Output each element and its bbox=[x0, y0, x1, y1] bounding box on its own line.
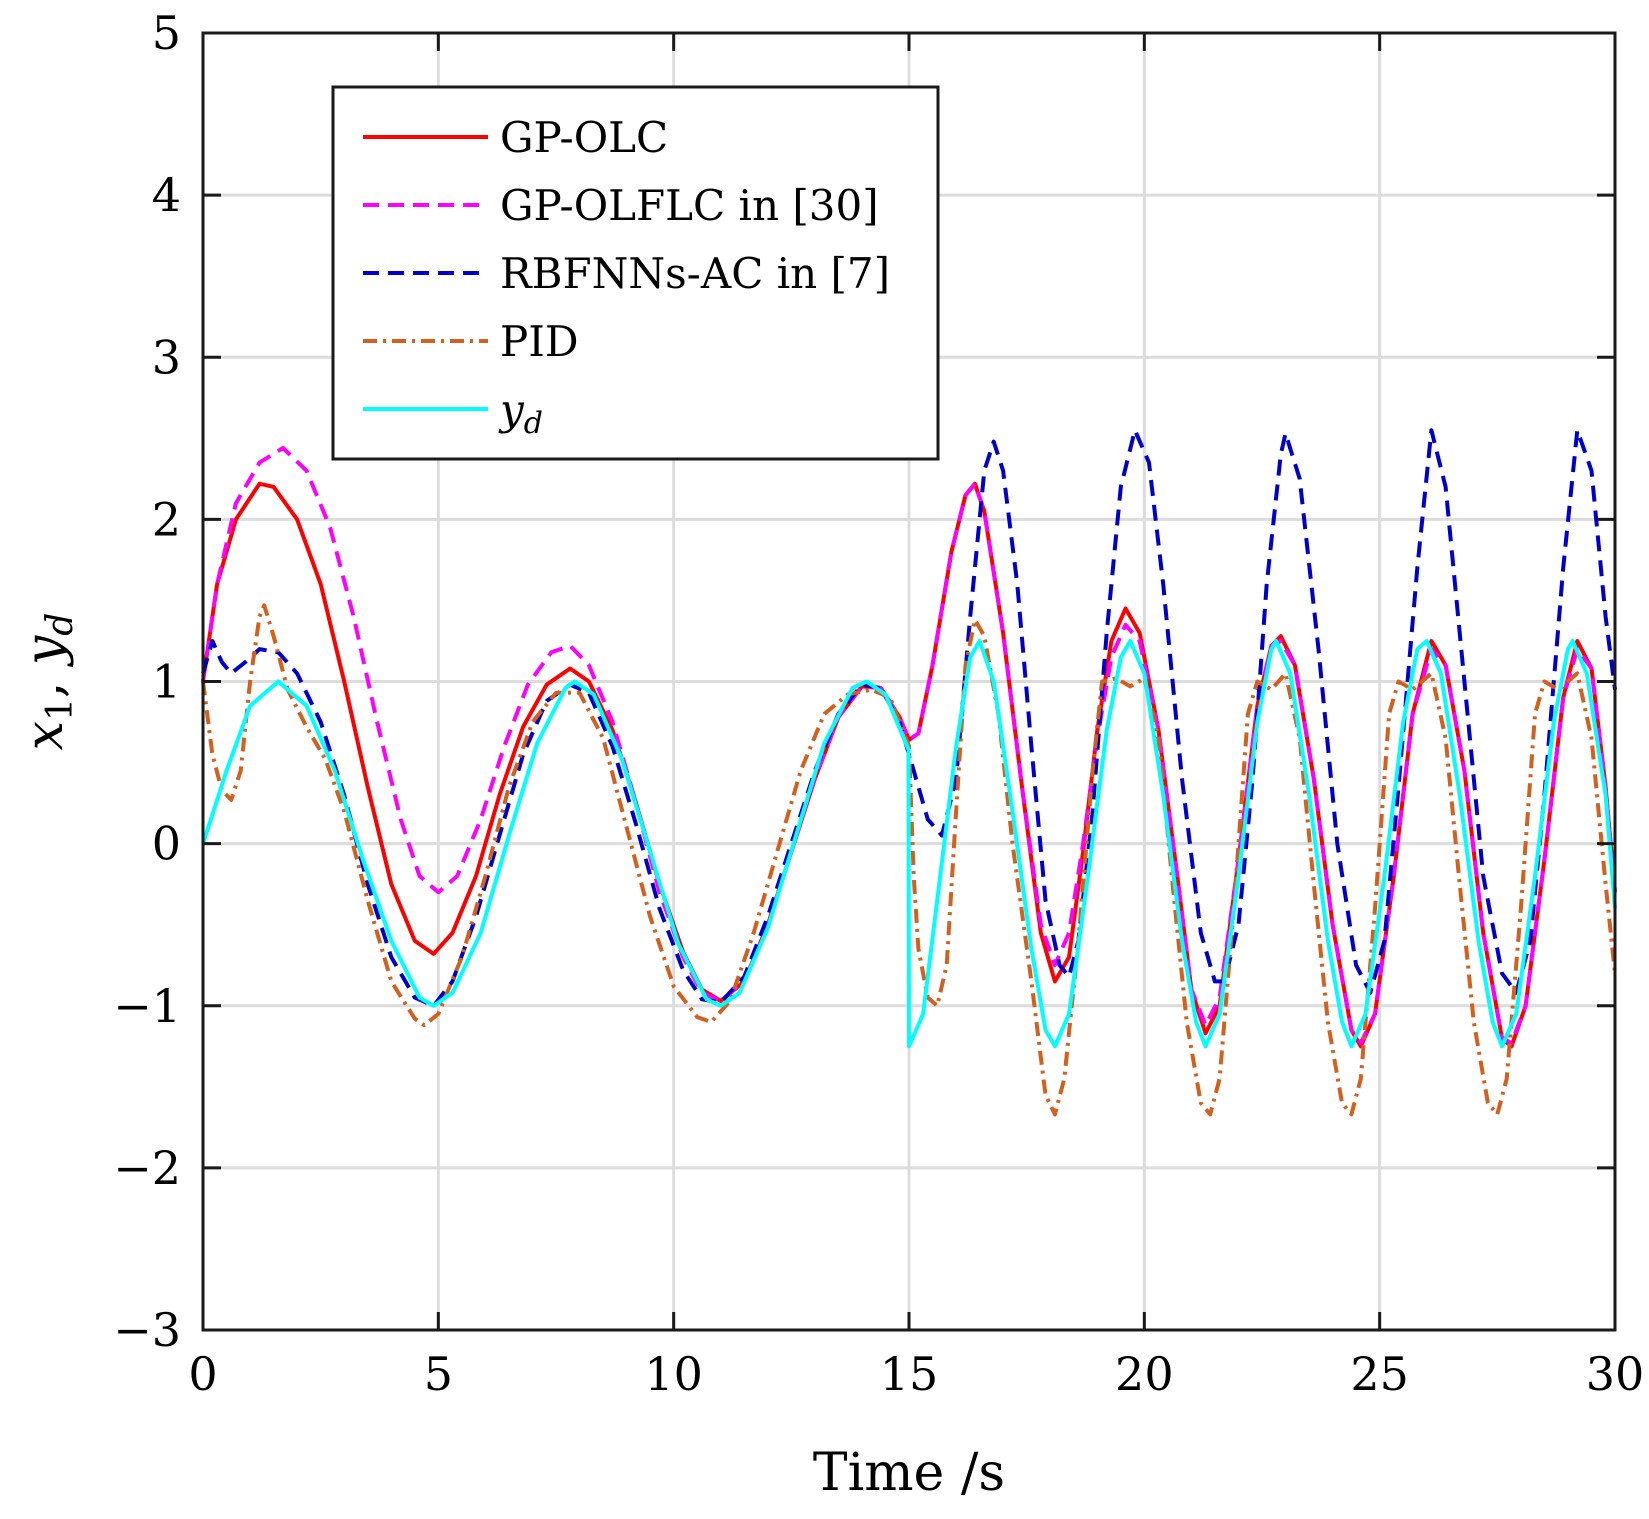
legend-label-2: RBFNNs-AC in [7] bbox=[500, 249, 890, 298]
legend-label-1: GP-OLFLC in [30] bbox=[500, 181, 879, 230]
legend-label-base: y bbox=[498, 385, 525, 434]
legend: GP-OLC GP-OLFLC in [30] RBFNNs-AC in [7] PI… bbox=[331, 85, 940, 461]
y-tick-label: −2 bbox=[113, 1141, 181, 1195]
x-tick-label: 15 bbox=[880, 1347, 939, 1401]
x-tick-label: 5 bbox=[424, 1347, 453, 1401]
y-tick-label: −3 bbox=[113, 1303, 181, 1357]
y-axis-label-y: y bbox=[15, 635, 75, 667]
axes bbox=[201, 31, 1617, 1332]
legend-box bbox=[331, 85, 940, 461]
x-tick-label: 10 bbox=[644, 1347, 703, 1401]
y-axis-label-y-sub: d bbox=[40, 613, 81, 636]
y-axis-label-x: x bbox=[15, 721, 75, 750]
y-axis-label: x1, yd bbox=[15, 613, 81, 751]
y-tick-label: 4 bbox=[152, 168, 181, 222]
y-tick-label: 0 bbox=[152, 817, 181, 871]
x-tick-label: 25 bbox=[1350, 1347, 1409, 1401]
legend-label-0: GP-OLC bbox=[500, 113, 668, 162]
y-tick-label: 1 bbox=[152, 655, 181, 709]
series-line-4 bbox=[201, 639, 1617, 1049]
legend-label-3: PID bbox=[500, 317, 579, 366]
legend-label-4: yd bbox=[498, 385, 543, 441]
series-line-1 bbox=[201, 446, 1617, 1045]
x-tick-label: 20 bbox=[1115, 1347, 1174, 1401]
series-line-3 bbox=[201, 603, 1617, 1117]
y-axis-label-x-sub: 1 bbox=[40, 698, 81, 721]
x-axis-label: Time /s bbox=[813, 1443, 1005, 1503]
tick-labels: 0 5 10 15 20 25 30 −3 −2 −1 0 1 2 3 4 5 bbox=[113, 6, 1644, 1401]
series-line-2 bbox=[201, 428, 1617, 1008]
series-group bbox=[201, 428, 1617, 1117]
y-tick-label: −1 bbox=[113, 979, 181, 1033]
x-tick-label: 0 bbox=[188, 1347, 217, 1401]
y-tick-label: 5 bbox=[152, 6, 181, 60]
legend-label-subscript: d bbox=[524, 406, 543, 441]
y-axis-label-sep: , bbox=[15, 665, 75, 698]
y-tick-label: 2 bbox=[152, 492, 181, 546]
x-tick-label: 30 bbox=[1586, 1347, 1645, 1401]
y-tick-label: 3 bbox=[152, 330, 181, 384]
